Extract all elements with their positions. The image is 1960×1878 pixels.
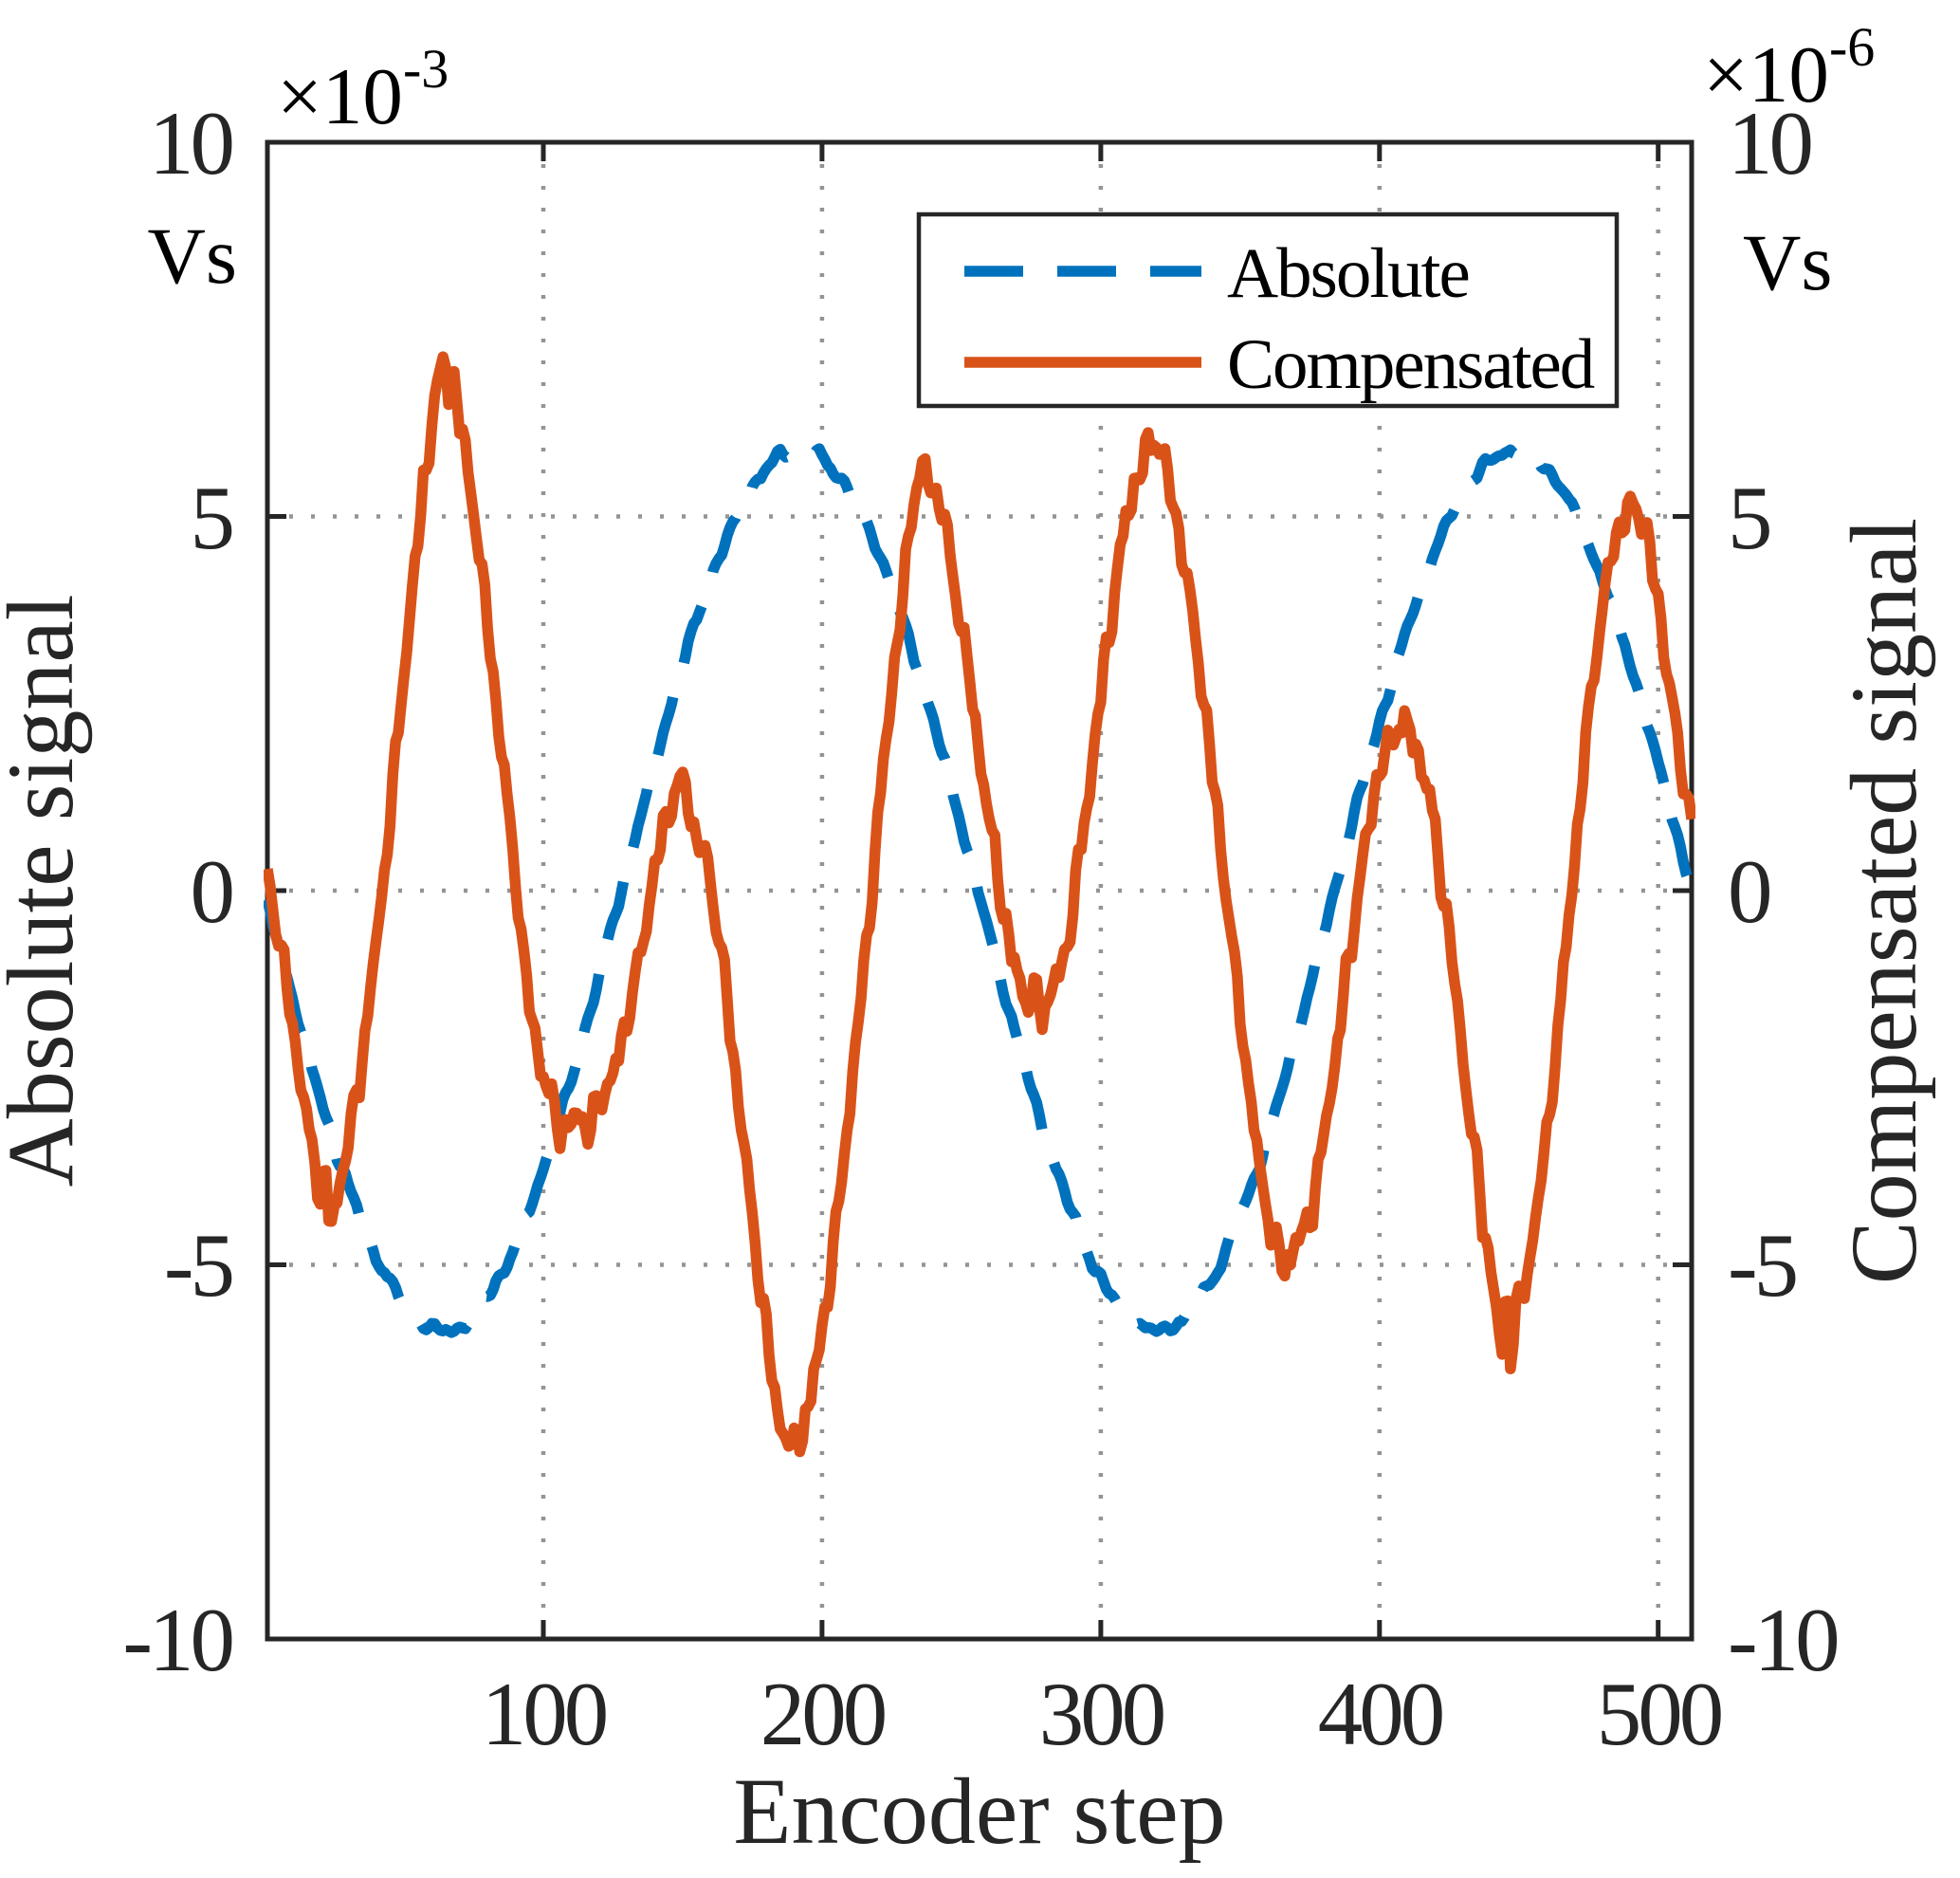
svg-text:-10: -10	[122, 1590, 231, 1690]
svg-text:-5: -5	[164, 1215, 232, 1316]
svg-text:Compensated signal: Compensated signal	[1831, 518, 1936, 1284]
svg-text:-5: -5	[1728, 1215, 1796, 1316]
svg-text:-10: -10	[1728, 1590, 1837, 1690]
svg-text:5: 5	[1728, 468, 1769, 568]
svg-text:0: 0	[191, 841, 232, 942]
svg-text:400: 400	[1318, 1664, 1442, 1764]
svg-text:Absolute: Absolute	[1227, 234, 1469, 313]
svg-text:Vs: Vs	[148, 212, 237, 301]
svg-text:Vs: Vs	[1743, 218, 1832, 307]
svg-text:10: 10	[1728, 93, 1811, 193]
svg-text:500: 500	[1597, 1664, 1721, 1764]
svg-text:100: 100	[482, 1664, 606, 1764]
svg-text:200: 200	[760, 1664, 885, 1764]
svg-text:0: 0	[1728, 841, 1769, 942]
svg-text:Absolute signal: Absolute signal	[0, 595, 93, 1188]
svg-text:300: 300	[1039, 1664, 1163, 1764]
svg-text:Encoder step: Encoder step	[733, 1758, 1225, 1864]
svg-text:Compensated: Compensated	[1227, 325, 1595, 404]
svg-text:10: 10	[149, 93, 232, 193]
svg-text:5: 5	[191, 468, 232, 568]
